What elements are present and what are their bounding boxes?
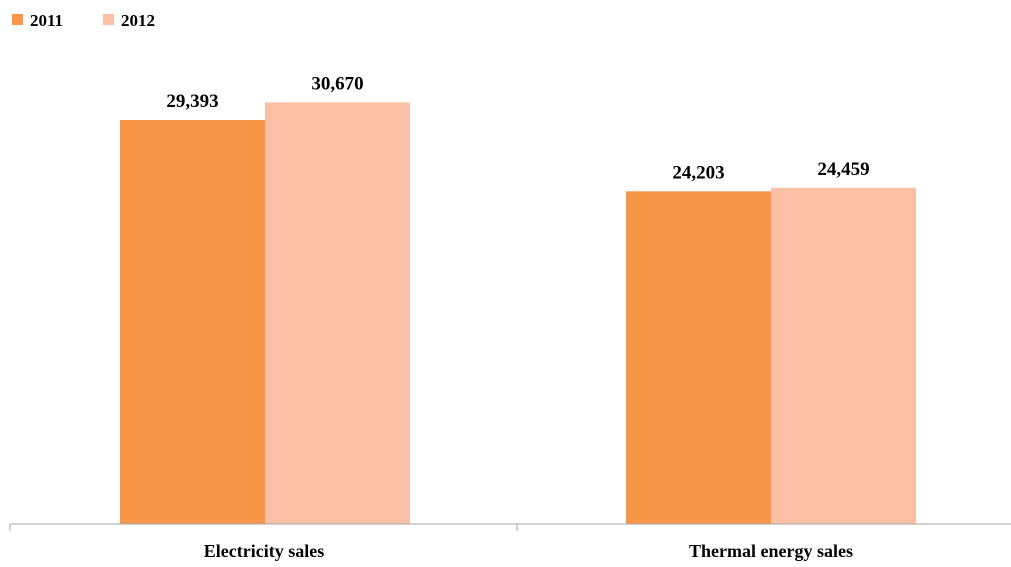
bar-2011-electricity-sales	[120, 120, 265, 524]
x-tick-label: Electricity sales	[204, 541, 324, 561]
legend-swatch-2011	[12, 14, 23, 25]
data-labels: 29,393 30,670 24,203 24,459	[166, 73, 869, 183]
legend: 2011 2012	[12, 11, 155, 30]
bar-2012-thermal-energy-sales	[771, 187, 916, 525]
data-label: 29,393	[166, 91, 218, 112]
legend-label-2012: 2012	[121, 11, 155, 30]
x-tick-label: Thermal energy sales	[689, 541, 853, 561]
legend-label-2011: 2011	[30, 11, 63, 30]
bar-2012-electricity-sales	[265, 102, 410, 525]
data-label: 24,203	[672, 162, 724, 183]
bar-2011-thermal-energy-sales	[626, 191, 771, 525]
legend-swatch-2012	[103, 14, 114, 25]
bars	[120, 102, 916, 525]
data-label: 24,459	[817, 159, 869, 180]
data-label: 30,670	[311, 73, 363, 94]
x-axis: Electricity sales Thermal energy sales	[9, 523, 1011, 561]
